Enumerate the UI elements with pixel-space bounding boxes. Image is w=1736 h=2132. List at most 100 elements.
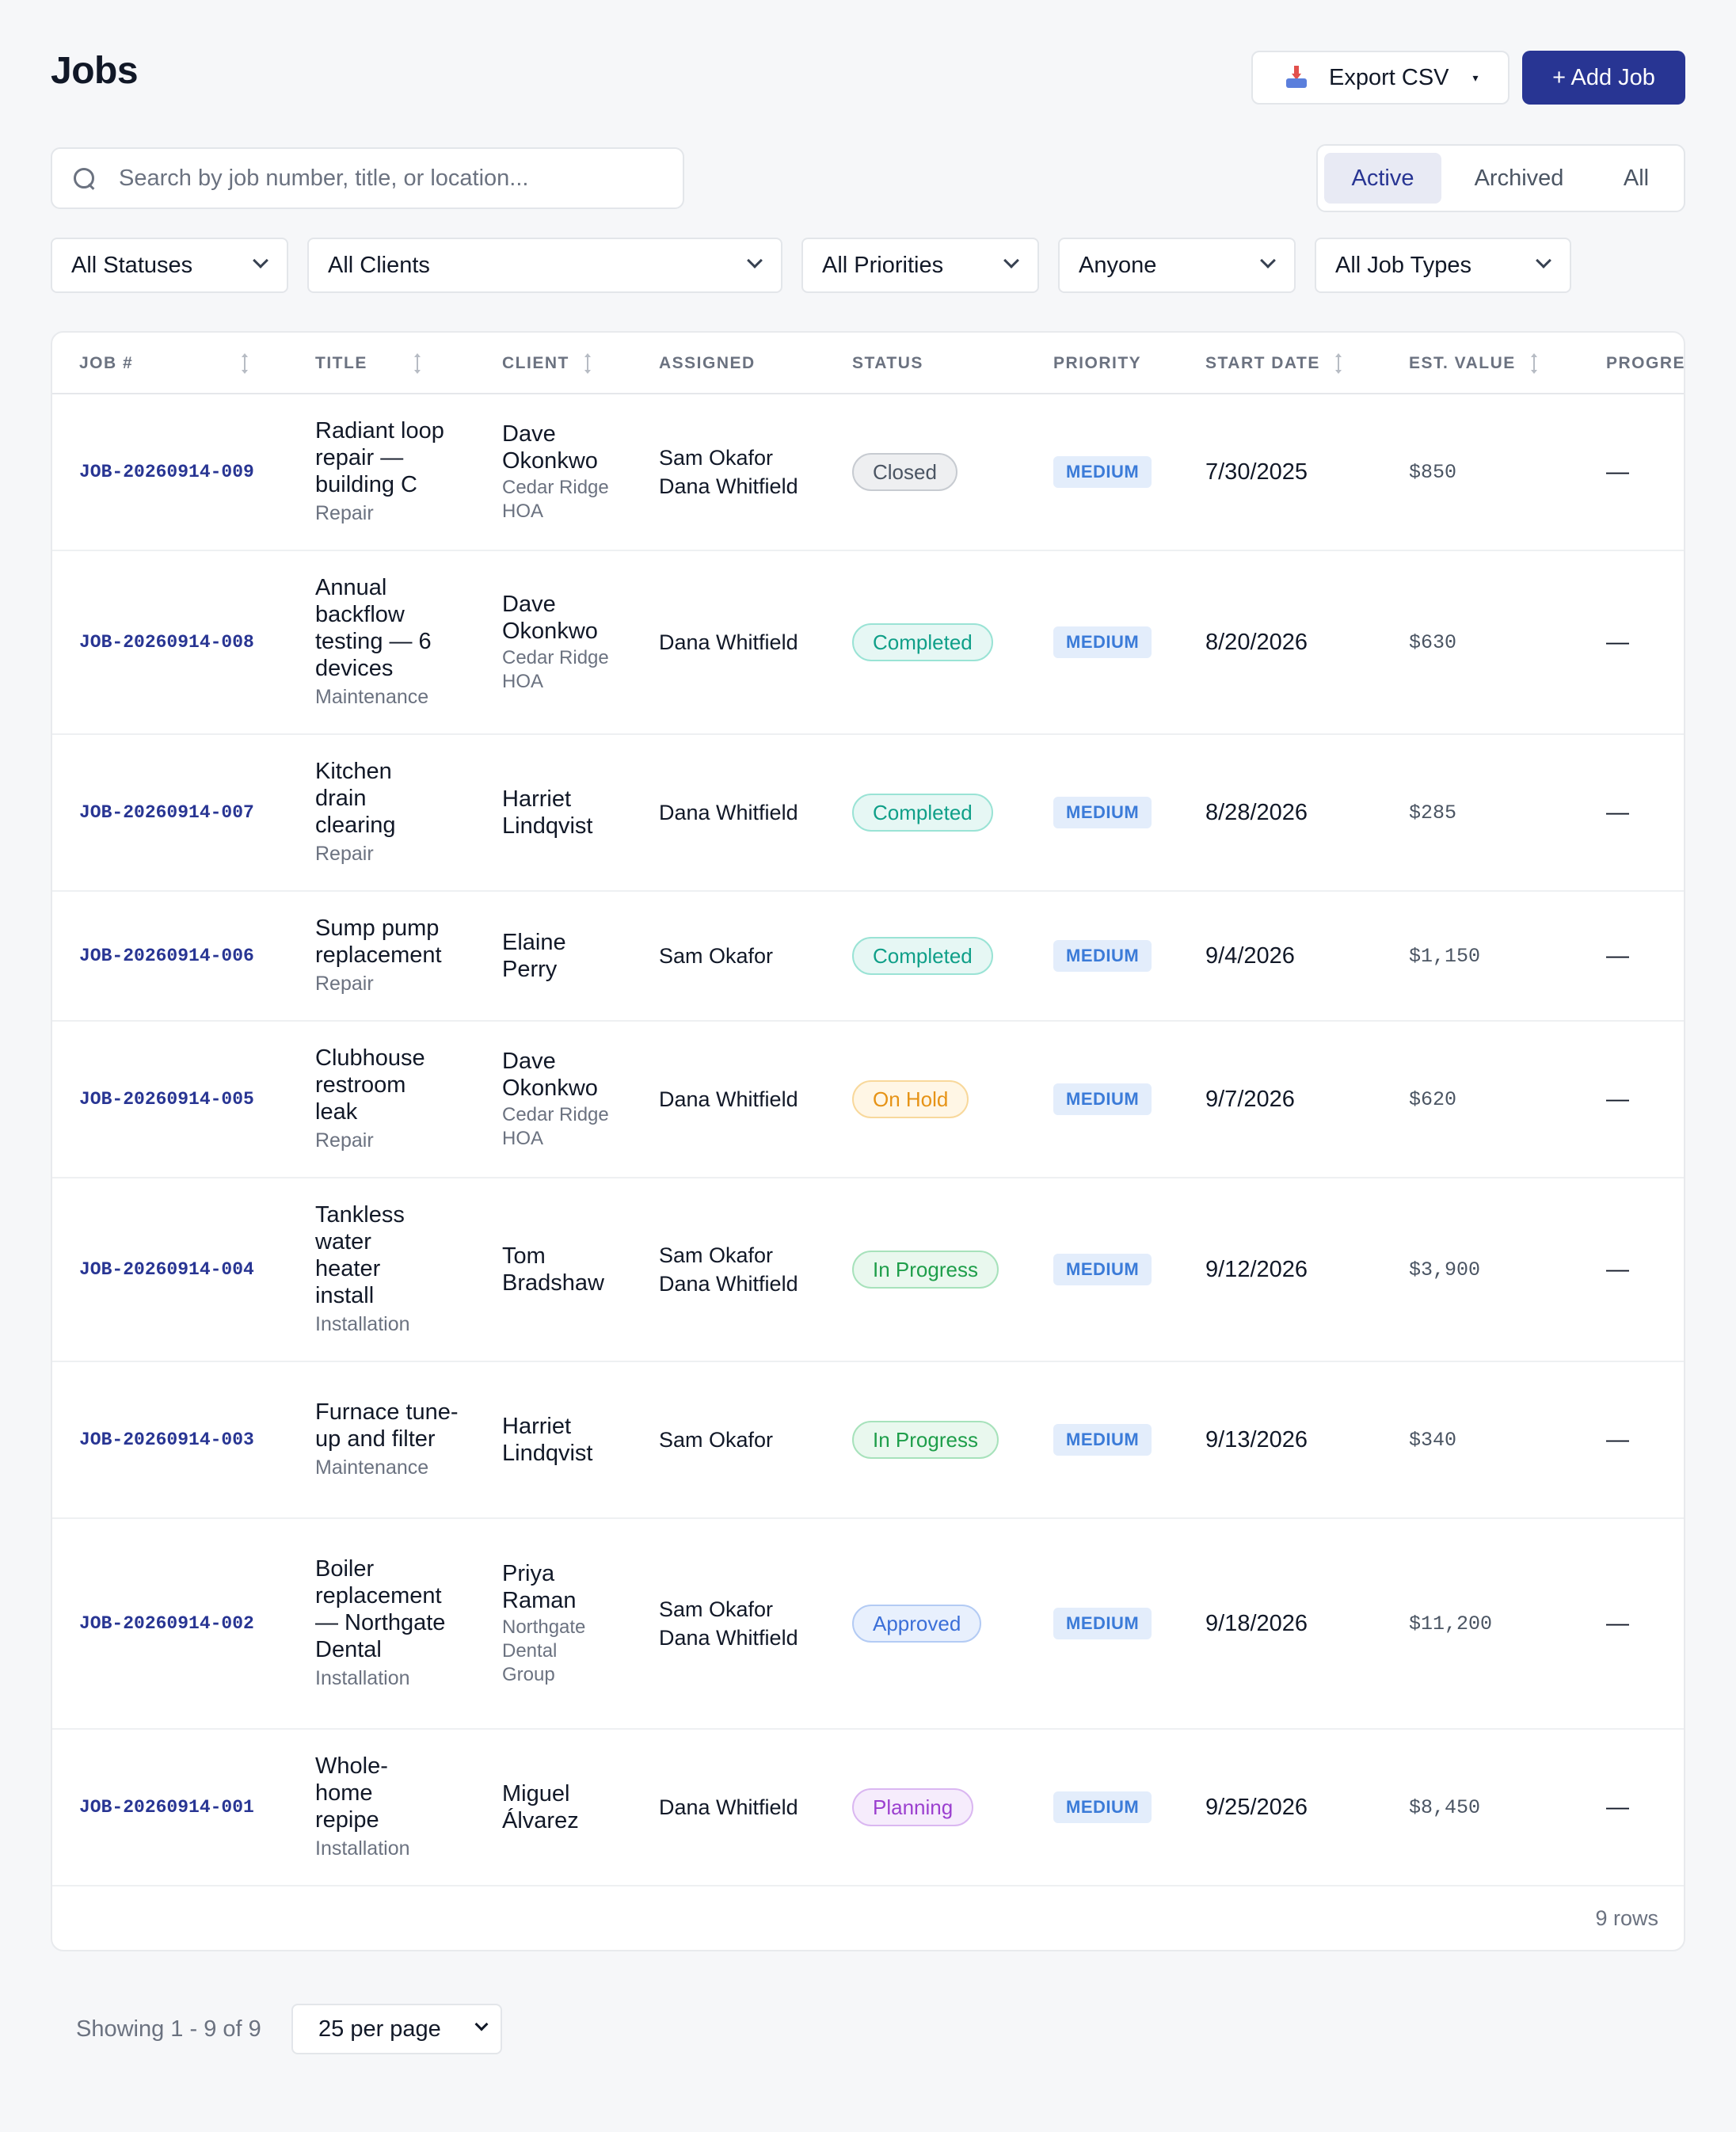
sort-icon[interactable] — [241, 353, 249, 374]
table-row[interactable]: JOB-20260914-007 Kitchen drain clearing R… — [52, 735, 1684, 892]
start-date: 8/20/2026 — [1205, 629, 1308, 655]
column-header-progress: PROGRE — [1606, 354, 1685, 372]
priority-filter[interactable]: All Priorities — [801, 238, 1039, 293]
start-date: 9/7/2026 — [1205, 1086, 1295, 1112]
priority-badge: MEDIUM — [1053, 1791, 1152, 1823]
job-number-link[interactable]: JOB-20260914-007 — [79, 802, 254, 823]
job-type-filter-value: All Job Types — [1335, 252, 1471, 278]
table-row[interactable]: JOB-20260914-008 Annual backflow testing… — [52, 551, 1684, 735]
table-row[interactable]: JOB-20260914-001 Whole-home repipe Instal… — [52, 1730, 1684, 1886]
client-name: Priya Raman — [502, 1561, 577, 1613]
status-filter-value: All Statuses — [71, 252, 193, 278]
job-number-link[interactable]: JOB-20260914-002 — [79, 1613, 254, 1634]
job-number-link[interactable]: JOB-20260914-004 — [79, 1259, 254, 1280]
column-header-est-value[interactable]: EST. VALUE — [1409, 333, 1538, 394]
per-page-select[interactable]: 25 per page — [291, 2004, 502, 2054]
job-type: Repair — [315, 973, 374, 995]
tab-active[interactable]: Active — [1324, 153, 1441, 204]
table-row[interactable]: JOB-20260914-005 Clubhouse restroom leak… — [52, 1022, 1684, 1178]
search-input[interactable] — [119, 165, 673, 192]
client-name: Harriet Lindqvist — [502, 1414, 593, 1466]
start-date: 9/4/2026 — [1205, 942, 1295, 969]
job-title: Sump pump replacement — [315, 916, 442, 968]
job-type: Maintenance — [315, 1456, 429, 1479]
status-badge: Completed — [852, 937, 993, 975]
chevron-down-icon — [747, 253, 763, 268]
column-header-client-label: CLIENT — [502, 354, 569, 372]
table-row[interactable]: JOB-20260914-004 Tankless water heater i… — [52, 1178, 1684, 1362]
caret-down-icon[interactable]: ▾ — [1472, 70, 1479, 84]
progress-value: — — [1606, 1426, 1629, 1452]
column-header-title[interactable]: TITLE — [315, 333, 421, 394]
client-name: Dave Okonkwo — [502, 421, 598, 474]
assignee: Dana Whitfield — [659, 1272, 798, 1296]
job-title: Kitchen drain clearing — [315, 759, 396, 838]
job-number-link[interactable]: JOB-20260914-003 — [79, 1430, 254, 1450]
table-row[interactable]: JOB-20260914-006 Sump pump replacement Re… — [52, 892, 1684, 1022]
job-type: Repair — [315, 502, 374, 524]
job-number-link[interactable]: JOB-20260914-005 — [79, 1089, 254, 1110]
start-date: 7/30/2025 — [1205, 459, 1308, 485]
tab-archived[interactable]: Archived — [1474, 165, 1564, 191]
column-header-est-value-label: EST. VALUE — [1409, 354, 1516, 372]
est-value: $1,150 — [1409, 944, 1481, 968]
progress-value: — — [1606, 1610, 1629, 1636]
priority-badge: MEDIUM — [1053, 1083, 1152, 1115]
job-number-link[interactable]: JOB-20260914-006 — [79, 946, 254, 966]
client-name: Harriet Lindqvist — [502, 786, 593, 839]
page-title: Jobs — [51, 50, 139, 92]
sort-icon[interactable] — [584, 353, 592, 374]
sort-icon[interactable] — [1530, 353, 1538, 374]
job-type: Installation — [315, 1313, 410, 1335]
progress-value: — — [1606, 942, 1629, 969]
assignee: Dana Whitfield — [659, 1626, 798, 1650]
client-filter[interactable]: All Clients — [307, 238, 782, 293]
column-header-start-date[interactable]: START DATE — [1205, 333, 1342, 394]
tab-all[interactable]: All — [1623, 165, 1650, 191]
client-name: Dave Okonkwo — [502, 592, 598, 644]
priority-badge: MEDIUM — [1053, 940, 1152, 972]
sort-icon[interactable] — [1334, 353, 1342, 374]
job-title: Furnace tune-up and filter — [315, 1399, 459, 1452]
job-number-link[interactable]: JOB-20260914-008 — [79, 632, 254, 653]
client-org: Cedar Ridge HOA — [502, 477, 609, 522]
column-header-job[interactable]: JOB # — [79, 333, 249, 394]
job-title: Tankless water heater install — [315, 1202, 405, 1308]
job-number-link[interactable]: JOB-20260914-009 — [79, 462, 254, 482]
chevron-down-icon — [1003, 253, 1019, 268]
column-header-priority: PRIORITY — [1053, 354, 1142, 372]
status-badge: Completed — [852, 794, 993, 832]
table-row[interactable]: JOB-20260914-009 Radiant loop repair — b… — [52, 394, 1684, 551]
column-header-client[interactable]: CLIENT — [502, 333, 592, 394]
add-job-button[interactable]: + Add Job — [1522, 51, 1685, 105]
assignee: Dana Whitfield — [659, 630, 798, 654]
sort-icon[interactable] — [413, 353, 421, 374]
status-filter[interactable]: All Statuses — [51, 238, 288, 293]
priority-filter-value: All Priorities — [822, 252, 944, 278]
per-page-value: 25 per page — [318, 2016, 441, 2042]
client-name: Tom Bradshaw — [502, 1243, 604, 1296]
status-badge: Completed — [852, 623, 993, 661]
table-row[interactable]: JOB-20260914-003 Furnace tune-up and fil… — [52, 1362, 1684, 1519]
job-title: Boiler replacement — Northgate Dental — [315, 1556, 446, 1662]
est-value: $340 — [1409, 1428, 1457, 1452]
est-value: $11,200 — [1409, 1612, 1493, 1635]
assignee-filter[interactable]: Anyone — [1058, 238, 1296, 293]
export-csv-button[interactable]: Export CSV ▾ — [1251, 51, 1509, 105]
row-count: 9 rows — [1595, 1906, 1658, 1930]
est-value: $8,450 — [1409, 1795, 1481, 1819]
search-box[interactable] — [51, 147, 684, 209]
start-date: 8/28/2026 — [1205, 799, 1308, 825]
job-title: Whole-home repipe — [315, 1753, 388, 1833]
assignee: Dana Whitfield — [659, 1087, 798, 1111]
pagination-summary: Showing 1 - 9 of 9 — [76, 2016, 261, 2042]
status-badge: On Hold — [852, 1080, 969, 1118]
job-type: Repair — [315, 1129, 374, 1152]
client-name: Dave Okonkwo — [502, 1049, 598, 1101]
status-badge: Planning — [852, 1788, 974, 1826]
progress-value: — — [1606, 629, 1629, 655]
table-row[interactable]: JOB-20260914-002 Boiler replacement — No… — [52, 1519, 1684, 1730]
job-number-link[interactable]: JOB-20260914-001 — [79, 1797, 254, 1818]
column-header-status: STATUS — [852, 354, 923, 372]
job-type-filter[interactable]: All Job Types — [1315, 238, 1571, 293]
